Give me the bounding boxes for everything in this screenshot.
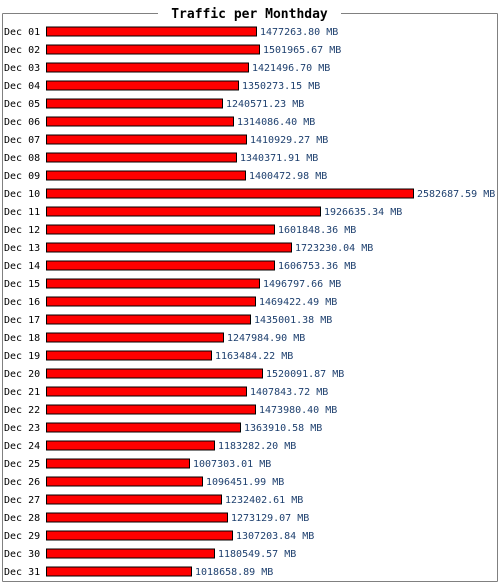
value-label: 1273129.07 MB <box>231 513 309 524</box>
traffic-bar <box>46 440 215 451</box>
traffic-bar <box>46 548 215 559</box>
value-label: 1421496.70 MB <box>252 63 330 74</box>
value-label: 1926635.34 MB <box>324 207 402 218</box>
value-label: 1096451.99 MB <box>206 477 284 488</box>
value-label: 1473980.40 MB <box>259 405 337 416</box>
category-label: Dec 22 <box>4 405 40 416</box>
traffic-bar <box>46 26 257 37</box>
traffic-bar <box>46 116 234 127</box>
traffic-bar <box>46 458 190 469</box>
traffic-bar <box>46 44 260 55</box>
traffic-bar <box>46 152 237 163</box>
traffic-bar <box>46 566 192 577</box>
value-label: 2582687.59 MB <box>417 189 495 200</box>
traffic-bar <box>46 188 414 199</box>
category-label: Dec 02 <box>4 45 40 56</box>
value-label: 1435001.38 MB <box>254 315 332 326</box>
value-label: 1496797.66 MB <box>263 279 341 290</box>
traffic-bar <box>46 404 256 415</box>
traffic-bar <box>46 314 251 325</box>
category-label: Dec 20 <box>4 369 40 380</box>
category-label: Dec 16 <box>4 297 40 308</box>
traffic-bar <box>46 278 260 289</box>
value-label: 1723230.04 MB <box>295 243 373 254</box>
value-label: 1400472.98 MB <box>249 171 327 182</box>
category-label: Dec 10 <box>4 189 40 200</box>
value-label: 1469422.49 MB <box>259 297 337 308</box>
category-label: Dec 08 <box>4 153 40 164</box>
traffic-bar <box>46 80 239 91</box>
value-label: 1410929.27 MB <box>250 135 328 146</box>
category-label: Dec 28 <box>4 513 40 524</box>
category-label: Dec 21 <box>4 387 40 398</box>
value-label: 1247984.90 MB <box>227 333 305 344</box>
value-label: 1007303.01 MB <box>193 459 271 470</box>
category-label: Dec 12 <box>4 225 40 236</box>
traffic-bar <box>46 422 241 433</box>
category-label: Dec 04 <box>4 81 40 92</box>
value-label: 1018658.89 MB <box>195 567 273 578</box>
category-label: Dec 13 <box>4 243 40 254</box>
traffic-bar <box>46 206 321 217</box>
value-label: 1163484.22 MB <box>215 351 293 362</box>
value-label: 1407843.72 MB <box>250 387 328 398</box>
value-label: 1232402.61 MB <box>225 495 303 506</box>
category-label: Dec 15 <box>4 279 40 290</box>
traffic-bar <box>46 260 275 271</box>
value-label: 1601848.36 MB <box>278 225 356 236</box>
traffic-bar <box>46 224 275 235</box>
category-label: Dec 23 <box>4 423 40 434</box>
traffic-bar <box>46 350 212 361</box>
value-label: 1183282.20 MB <box>218 441 296 452</box>
traffic-bar <box>46 62 249 73</box>
value-label: 1363910.58 MB <box>244 423 322 434</box>
traffic-bar <box>46 296 256 307</box>
traffic-bar <box>46 170 246 181</box>
bar-group: Dec 01 1477263.80 MB Dec 02 1501965.67 MB De… <box>4 26 495 578</box>
traffic-bar <box>46 512 228 523</box>
category-label: Dec 17 <box>4 315 40 326</box>
traffic-bar <box>46 494 222 505</box>
category-label: Dec 27 <box>4 495 40 506</box>
traffic-bar <box>46 368 263 379</box>
category-label: Dec 03 <box>4 63 40 74</box>
value-label: 1340371.91 MB <box>240 153 318 164</box>
traffic-bar <box>46 386 247 397</box>
category-label: Dec 07 <box>4 135 40 146</box>
traffic-bar <box>46 332 224 343</box>
traffic-bar <box>46 476 203 487</box>
category-label: Dec 29 <box>4 531 40 542</box>
value-label: 1314086.40 MB <box>237 117 315 128</box>
category-label: Dec 24 <box>4 441 40 452</box>
category-label: Dec 06 <box>4 117 40 128</box>
category-label: Dec 18 <box>4 333 40 344</box>
category-label: Dec 25 <box>4 459 40 470</box>
category-label: Dec 05 <box>4 99 40 110</box>
category-label: Dec 09 <box>4 171 40 182</box>
category-label: Dec 30 <box>4 549 40 560</box>
value-label: 1606753.36 MB <box>278 261 356 272</box>
value-label: 1501965.67 MB <box>263 45 341 56</box>
value-label: 1240571.23 MB <box>226 99 304 110</box>
chart-title: Traffic per Monthday <box>171 7 328 22</box>
value-label: 1350273.15 MB <box>242 81 320 92</box>
traffic-bar <box>46 98 223 109</box>
category-label: Dec 11 <box>4 207 40 218</box>
value-label: 1307203.84 MB <box>236 531 314 542</box>
traffic-bar <box>46 134 247 145</box>
value-label: 1477263.80 MB <box>260 27 338 38</box>
traffic-bar <box>46 530 233 541</box>
category-label: Dec 01 <box>4 27 40 38</box>
category-label: Dec 26 <box>4 477 40 488</box>
category-label: Dec 19 <box>4 351 40 362</box>
category-label: Dec 14 <box>4 261 40 272</box>
value-label: 1520091.87 MB <box>266 369 344 380</box>
category-label: Dec 31 <box>4 567 40 578</box>
value-label: 1180549.57 MB <box>218 549 296 560</box>
traffic-bar <box>46 242 292 253</box>
